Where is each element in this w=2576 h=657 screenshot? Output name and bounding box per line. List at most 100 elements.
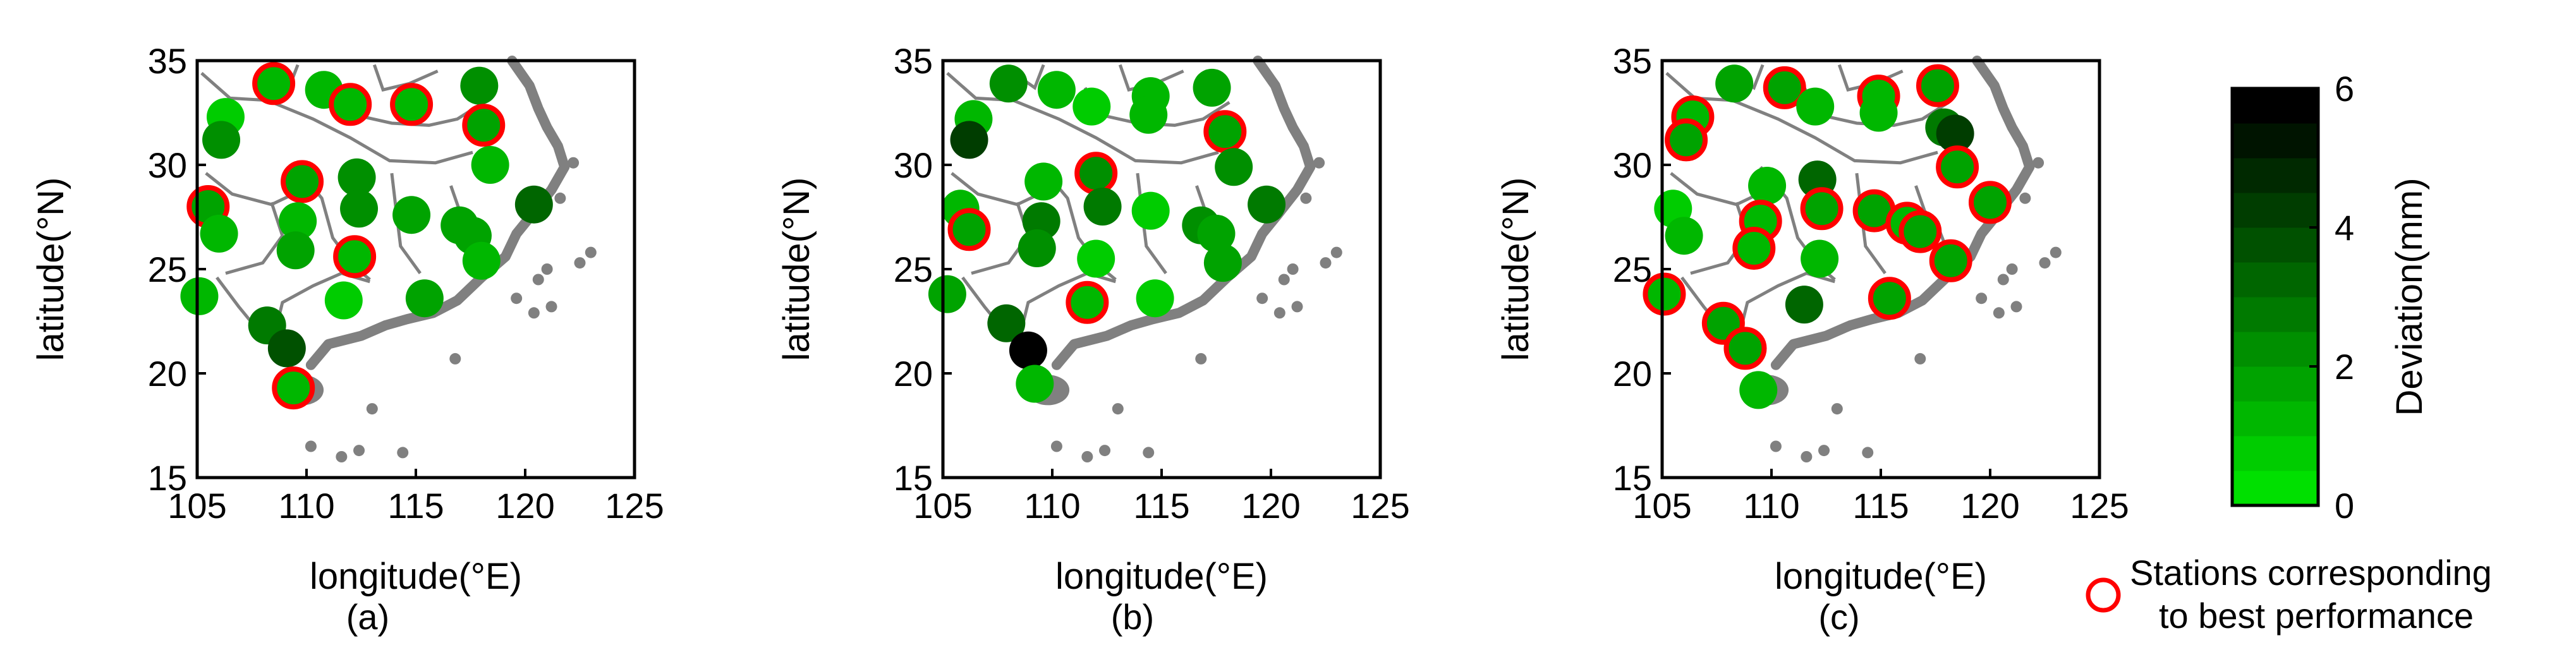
y-tick-label: 30 (894, 145, 933, 185)
island (2032, 157, 2044, 169)
best-station-marker (252, 62, 296, 105)
best-station-marker (1916, 64, 1959, 107)
station-marker (1083, 188, 1122, 226)
station-marker (460, 66, 499, 105)
island (2019, 192, 2031, 204)
best-station-marker (333, 235, 377, 279)
station-marker (1748, 167, 1787, 205)
island (1313, 157, 1325, 169)
x-axis-label: longitude(°E) (1055, 556, 1268, 597)
x-tick-label: 110 (1024, 486, 1080, 526)
best-station-marker (1800, 187, 1844, 231)
colorbar-step (2232, 88, 2318, 124)
province-border (951, 172, 1040, 207)
legend-marker (2086, 577, 2121, 613)
station-marker (1785, 286, 1823, 324)
island (1862, 447, 1874, 459)
station-marker (337, 158, 376, 196)
x-axis-label: longitude(°E) (1775, 556, 1987, 597)
y-tick-label: 15 (894, 458, 933, 498)
x-tick-label: 125 (605, 486, 664, 526)
x-tick-label: 110 (1743, 486, 1799, 526)
station-marker (267, 329, 306, 368)
x-tick-label: 125 (1351, 486, 1409, 526)
best-station-marker (272, 366, 315, 410)
station-layer (180, 62, 553, 410)
best-station-marker (1723, 327, 1767, 370)
best-station-marker (1074, 152, 1118, 195)
island (1099, 445, 1111, 457)
station-marker (392, 196, 431, 234)
x-tick-label: 105 (1632, 486, 1691, 526)
island (1818, 445, 1830, 457)
y-ticks: 15 20 25 30 35 (894, 41, 952, 498)
colorbar-step (2232, 436, 2318, 471)
best-station-marker (281, 160, 324, 203)
best-station-marker (1868, 277, 1911, 320)
y-ticks: 15 20 25 30 35 (1613, 41, 1671, 498)
island (397, 447, 409, 459)
best-station-marker (329, 83, 372, 126)
island (1914, 353, 1926, 365)
station-marker (950, 121, 988, 159)
colorbar-step (2232, 193, 2318, 228)
island (449, 353, 461, 365)
station-marker (1024, 162, 1063, 201)
legend-line-1: Stations corresponding (2130, 553, 2492, 593)
island (511, 292, 523, 304)
x-tick-label: 110 (278, 486, 334, 526)
station-marker (200, 214, 238, 253)
province-border (372, 64, 439, 92)
island (2039, 257, 2051, 269)
island (1050, 440, 1062, 452)
province-border (205, 172, 295, 207)
island (532, 274, 544, 286)
station-marker (1665, 217, 1703, 255)
station-marker (1131, 191, 1170, 230)
colorbar-tick-label: 2 (2335, 347, 2354, 387)
y-tick-label: 35 (894, 41, 933, 81)
panel-caption: (c) (1818, 597, 1859, 637)
island (1081, 451, 1093, 462)
colorbar-step (2232, 262, 2318, 298)
legend: Stations corresponding to best performan… (2086, 553, 2492, 636)
best-station-marker (1203, 110, 1247, 154)
island (1831, 403, 1843, 415)
best-station-marker (1936, 145, 1979, 189)
panel-caption: (a) (346, 597, 389, 637)
x-tick-label: 125 (2070, 486, 2129, 526)
colorbar-step (2232, 227, 2318, 263)
island (528, 307, 540, 319)
island (2050, 246, 2062, 258)
panel-c: 105 110 115 120 125 15 20 25 30 35 longitude(°E)… (1495, 41, 2129, 637)
colorbar: 0 2 4 6 Deviation(mm) (2230, 69, 2430, 526)
coastline (1051, 56, 1316, 370)
best-station-marker (390, 83, 434, 126)
colorbar-step (2232, 366, 2318, 402)
island (2010, 301, 2022, 313)
station-marker (1859, 93, 1898, 132)
island (1287, 263, 1299, 275)
x-axis-label: longitude(°E) (310, 556, 522, 597)
y-tick-label: 30 (148, 145, 187, 185)
legend-line-2: to best performance (2159, 596, 2474, 636)
island (2006, 263, 2018, 275)
station-marker (1796, 87, 1835, 126)
panel-a: 105 110 115 120 125 15 20 25 30 35 longitude(°E)… (30, 41, 664, 637)
y-tick-label: 35 (1613, 41, 1652, 81)
station-marker (276, 231, 315, 270)
x-tick-label: 120 (495, 486, 554, 526)
y-tick-label: 25 (1613, 250, 1652, 289)
station-marker (340, 190, 379, 228)
island (1770, 440, 1782, 452)
x-tick-label: 120 (1960, 486, 2019, 526)
island (1112, 403, 1124, 415)
y-tick-label: 20 (1613, 354, 1652, 394)
island (336, 451, 348, 462)
station-marker (1739, 371, 1778, 409)
y-axis-label: latitude(°N) (30, 178, 71, 361)
island (1278, 274, 1290, 286)
y-tick-label: 20 (894, 354, 933, 394)
island (353, 445, 365, 457)
